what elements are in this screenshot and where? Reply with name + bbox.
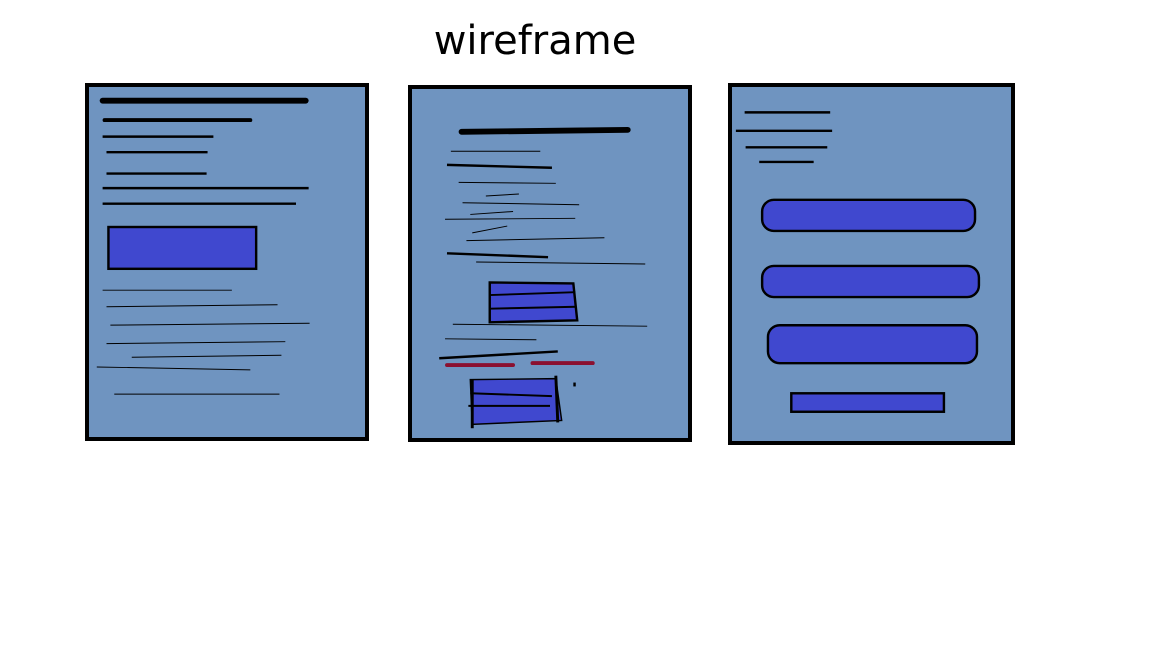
body-line — [96, 366, 251, 371]
table-row-line — [470, 392, 552, 398]
text-line — [472, 225, 508, 234]
text-line — [462, 202, 580, 206]
heading-line — [458, 126, 631, 135]
table-row-line — [489, 291, 576, 297]
menu-button-placeholder — [760, 264, 981, 299]
text-line — [446, 163, 552, 169]
table-placeholder — [488, 281, 579, 324]
text-line — [452, 323, 648, 327]
body-line — [106, 341, 286, 345]
table-placeholder — [469, 377, 563, 426]
text-line — [445, 338, 537, 341]
table-row-line — [489, 305, 577, 310]
wireframe-3-sketch — [735, 111, 981, 413]
wireframe-2-sketch — [439, 126, 648, 429]
text-line — [446, 252, 549, 259]
text-line — [485, 193, 519, 197]
text-line — [466, 237, 605, 242]
body-line — [110, 322, 310, 326]
text-line — [476, 261, 646, 265]
body-line — [131, 354, 282, 358]
image-placeholder — [107, 225, 258, 271]
wireframe-panel-2 — [408, 85, 692, 442]
text-line — [470, 211, 514, 215]
action-button-placeholder — [790, 392, 946, 413]
body-line — [106, 304, 278, 308]
dot-mark — [573, 382, 576, 387]
text-line — [445, 217, 576, 220]
wireframe-1-sketch — [96, 97, 310, 395]
wireframe-panel-3 — [728, 83, 1015, 445]
text-line — [439, 350, 558, 360]
diagram-title: wireframe — [433, 18, 637, 64]
wireframe-panel-1 — [85, 83, 369, 441]
menu-button-placeholder — [766, 324, 979, 365]
table-border-line — [554, 375, 560, 423]
menu-button-placeholder — [760, 198, 977, 233]
text-line — [458, 181, 556, 184]
